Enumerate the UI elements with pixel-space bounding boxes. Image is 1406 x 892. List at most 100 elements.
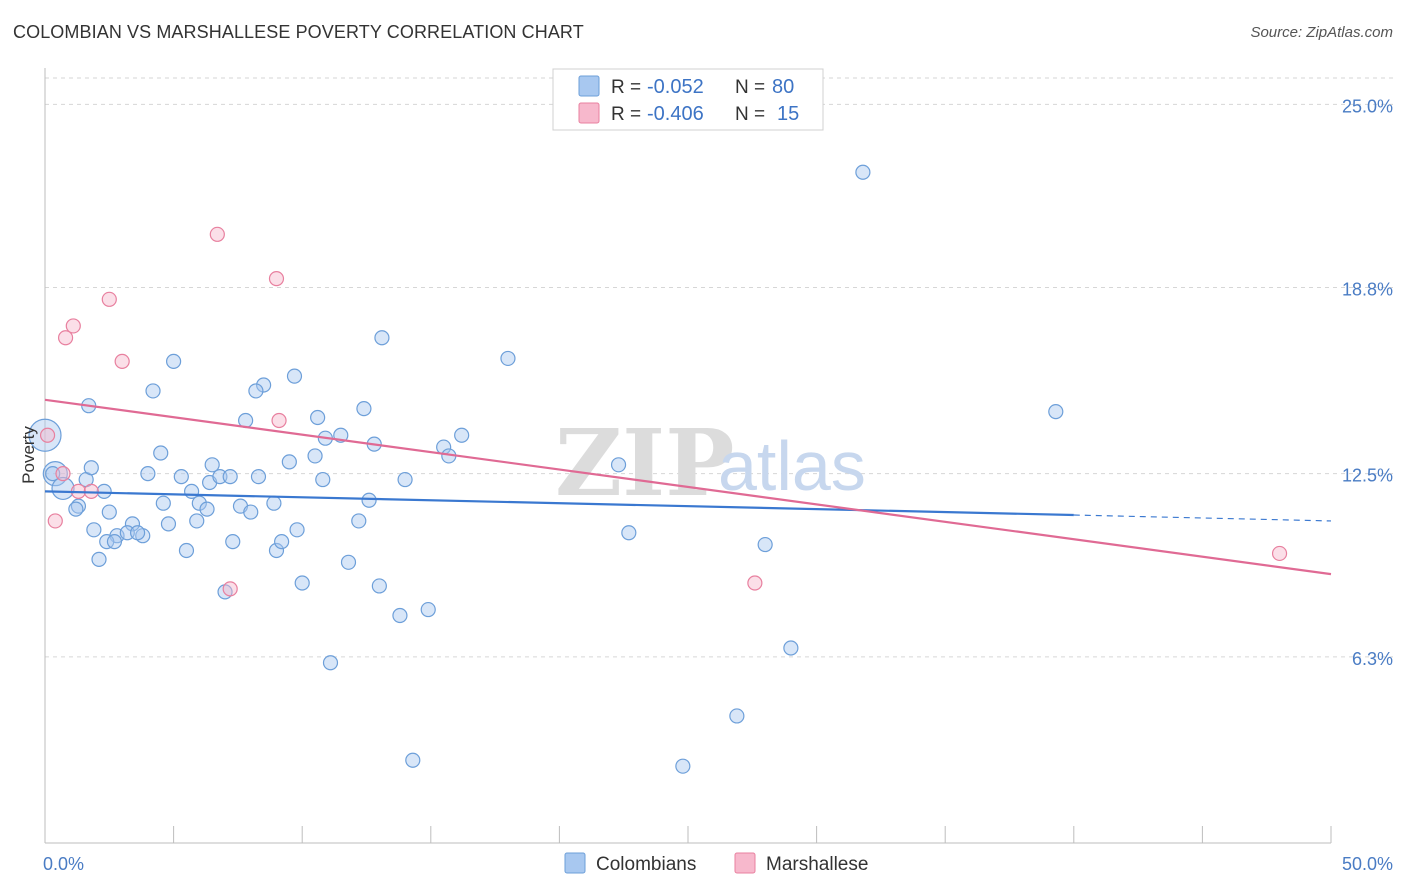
legend-n-value-0: 80 [772, 76, 794, 98]
point-colombians [178, 542, 195, 559]
point-colombians [189, 513, 205, 529]
point-colombians [124, 516, 141, 532]
point-colombians [86, 522, 102, 538]
y-tick-label: 25.0% [1342, 96, 1393, 116]
point-marshallese [271, 412, 287, 429]
point-colombians [340, 554, 357, 570]
point-marshallese [209, 226, 225, 242]
point-colombians [212, 469, 228, 485]
legend-swatch-colombians [578, 75, 600, 97]
point-colombians [83, 460, 99, 476]
point-colombians [315, 471, 331, 488]
y-axis-label: Poverty [19, 426, 38, 484]
trend-lines [44, 398, 1332, 576]
point-colombians [222, 469, 238, 485]
point-colombians [729, 708, 745, 724]
point-colombians [204, 457, 220, 473]
axes [44, 68, 1332, 844]
point-colombians [248, 383, 264, 399]
watermark-atlas: atlas [718, 427, 866, 505]
point-marshallese [65, 318, 81, 334]
point-marshallese [47, 513, 63, 529]
point-colombians [225, 534, 241, 550]
legend-bottom-label-marshallese: Marshallese [766, 854, 868, 875]
point-colombians [500, 350, 516, 367]
point-colombians [454, 427, 470, 443]
point-colombians [45, 466, 61, 482]
legend-bottom-swatch-colombians [564, 852, 586, 874]
point-colombians [281, 454, 297, 470]
point-colombians [397, 471, 413, 488]
y-tick-label: 6.3% [1352, 649, 1393, 669]
point-marshallese [268, 271, 285, 287]
point-colombians [99, 534, 115, 550]
point-colombians [289, 522, 305, 538]
point-colombians [361, 492, 377, 508]
point-colombians [286, 368, 303, 384]
point-marshallese [101, 291, 117, 307]
point-colombians [351, 513, 367, 529]
point-marshallese [39, 427, 56, 443]
point-colombians [91, 551, 107, 567]
point-colombians [96, 483, 112, 499]
point-colombians [356, 401, 372, 417]
point-colombians [1048, 404, 1064, 420]
y-tick-label: 12.5% [1342, 466, 1393, 486]
source-label: Source: ZipAtlas.com [1250, 24, 1393, 41]
point-colombians [405, 752, 421, 768]
point-colombians [28, 418, 62, 452]
point-colombians [621, 525, 637, 541]
point-colombians [106, 534, 123, 550]
point-colombians [274, 534, 290, 550]
point-colombians [145, 383, 161, 399]
point-colombians [374, 330, 390, 346]
legend-bottom-swatch-marshallese [734, 852, 756, 874]
y-tick-label: 18.8% [1342, 280, 1393, 300]
point-colombians [191, 495, 207, 511]
trend-line-colombians-extension [1073, 514, 1332, 522]
point-colombians [129, 525, 146, 541]
point-colombians [153, 445, 169, 461]
point-colombians [160, 516, 177, 532]
point-colombians [757, 536, 773, 553]
legend-r-value-1: -0.406 [647, 103, 704, 125]
point-colombians [322, 655, 339, 671]
point-colombians [140, 466, 156, 482]
point-colombians [268, 542, 285, 559]
x-tick-label: 50.0% [1342, 854, 1393, 874]
legend-r-label-1: R = [611, 104, 641, 125]
point-colombians [101, 504, 117, 520]
point-colombians [51, 476, 75, 501]
legend-n-label-1: N = [735, 104, 765, 125]
point-colombians [266, 495, 282, 511]
point-colombians [294, 575, 310, 591]
grid-lines [45, 77, 1393, 658]
point-colombians [173, 469, 189, 485]
x-tick-label: 0.0% [43, 854, 84, 874]
point-colombians [307, 448, 323, 464]
point-colombians [783, 640, 799, 656]
trend-line-marshallese [44, 398, 1332, 576]
legend-n-value-1: 15 [777, 103, 799, 125]
point-colombians [855, 164, 871, 180]
trend-line-colombians [44, 490, 1074, 517]
point-colombians [610, 457, 627, 473]
legend-r-value-0: -0.052 [647, 76, 704, 98]
point-colombians [166, 353, 182, 369]
point-colombians [155, 495, 171, 511]
point-colombians [420, 601, 436, 618]
point-marshallese [1271, 545, 1288, 562]
point-marshallese [57, 330, 74, 346]
point-colombians [243, 504, 259, 520]
legend-n-label-0: N = [735, 77, 765, 98]
point-colombians [392, 607, 408, 624]
legend-top: R = -0.052 N = 80 R = -0.406 N = 15 [552, 68, 824, 131]
point-colombians [675, 758, 691, 774]
point-marshallese [114, 353, 130, 369]
data-points [28, 164, 1288, 774]
point-colombians [119, 525, 135, 541]
watermark: ZIP atlas [555, 409, 866, 517]
point-colombians [256, 377, 272, 393]
legend-bottom: Colombians Marshallese [564, 852, 868, 875]
